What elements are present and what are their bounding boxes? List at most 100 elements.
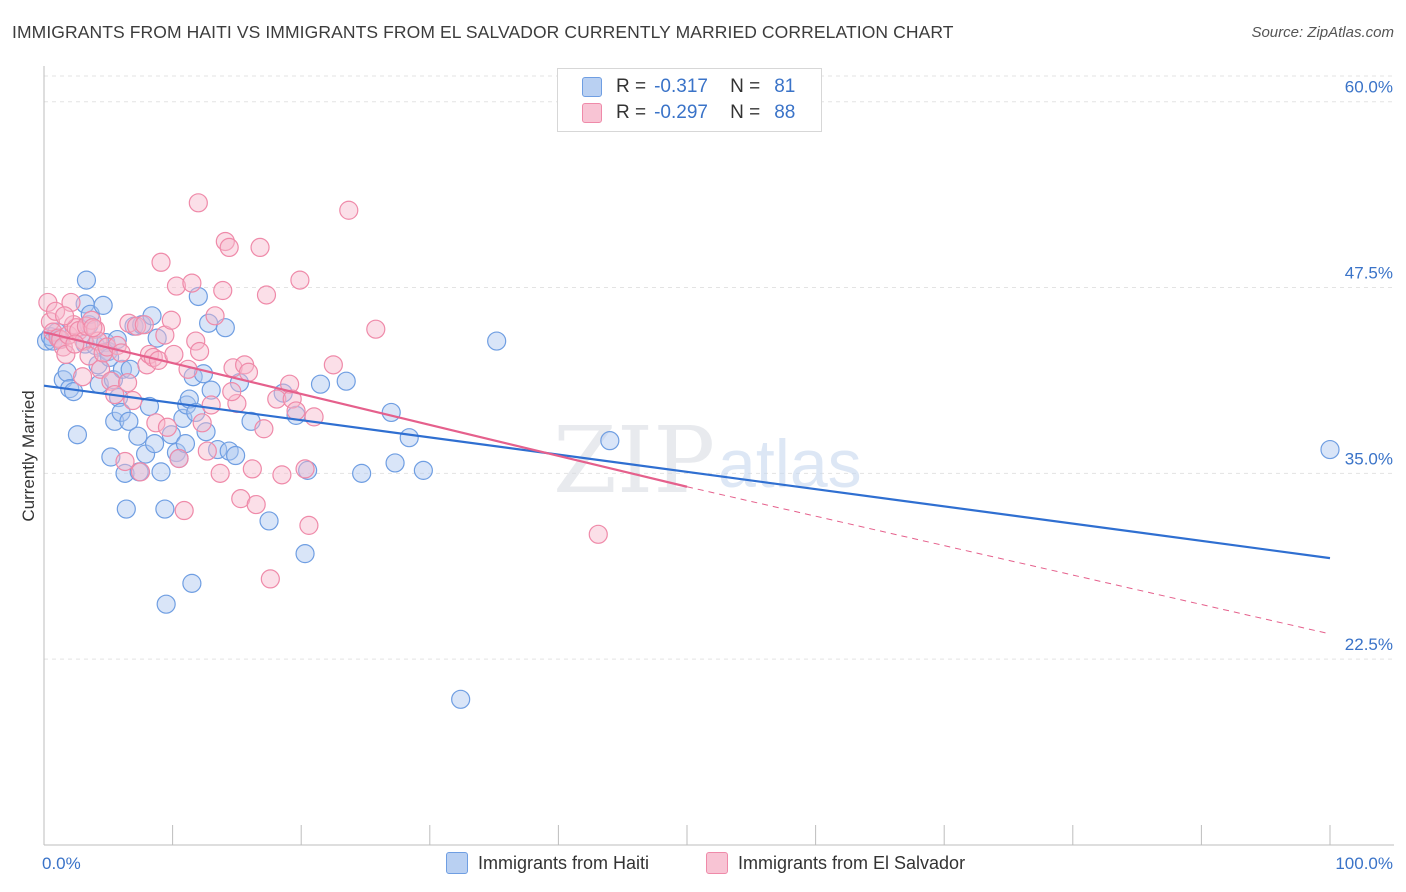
haiti-point [93, 295, 113, 315]
elsalvador-point [166, 276, 187, 296]
elsalvador-point [201, 395, 221, 415]
elsalvador-point [366, 319, 386, 339]
elsalvador-point [267, 389, 287, 409]
haiti-point [600, 431, 620, 451]
legend-item-haiti: Immigrants from Haiti [446, 852, 649, 874]
elsalvador-point [222, 382, 242, 402]
elsalvador-point [54, 306, 75, 326]
y-tick-label: 47.5% [1345, 264, 1393, 283]
elsalvador-point [130, 462, 151, 482]
haiti-point [310, 374, 331, 394]
elsalvador-point [250, 237, 270, 258]
elsalvador-point [134, 315, 154, 335]
elsalvador-point [286, 401, 306, 421]
legend-swatch-haiti [582, 77, 602, 97]
haiti-point [451, 689, 471, 709]
trend-lines [43, 331, 1331, 635]
elsalvador-point [174, 500, 194, 521]
legend-r-value: -0.297 [654, 102, 708, 123]
elsalvador-point [210, 463, 230, 483]
elsalvador-point [242, 459, 262, 479]
haiti-point [399, 428, 419, 448]
haiti-point [186, 402, 206, 423]
elsalvador-point [290, 270, 310, 290]
elsalvador-point [146, 413, 166, 433]
haiti-point [139, 396, 160, 417]
haiti-point [76, 270, 97, 290]
legend-n-value: 88 [774, 102, 796, 123]
legend-r-label: R = [616, 102, 647, 123]
legend-row-elsalvador: R = -0.297 N = 88 [582, 101, 795, 125]
elsalvador-point [282, 389, 302, 409]
legend-swatch-elsalvador [706, 852, 728, 874]
elsalvador-point [256, 285, 277, 305]
elsalvador-point [126, 316, 147, 336]
haiti-point [381, 402, 401, 423]
haiti-point [201, 380, 221, 400]
y-tick-label: 60.0% [1345, 78, 1393, 97]
haiti-point [119, 411, 139, 431]
elsalvador-point [119, 313, 139, 333]
haiti-point [226, 445, 246, 466]
tick-labels: 22.5% 35.0% 47.5% 60.0% 0.0% 100.0% [42, 78, 1393, 873]
elsalvador-point [186, 331, 206, 351]
elsalvador-point [213, 280, 233, 301]
haiti-point [1320, 439, 1340, 460]
haiti-point [101, 447, 121, 467]
elsalvador-point [192, 413, 212, 433]
axes [43, 66, 1394, 846]
haiti-point [155, 499, 175, 519]
elsalvador-point [205, 306, 225, 326]
legend-r-value: -0.317 [654, 76, 708, 97]
elsalvador-point [339, 200, 359, 220]
haiti-point [385, 453, 405, 473]
elsalvador-point [161, 310, 181, 330]
watermark: ZIP atlas [553, 407, 862, 514]
elsalvador-point [157, 417, 178, 437]
elsalvador-point [72, 367, 93, 387]
elsalvador-point [238, 362, 259, 382]
elsalvador-point [188, 193, 208, 213]
elsalvador-point [219, 237, 239, 258]
haiti-point [295, 544, 315, 564]
elsalvador-trend-line [43, 331, 688, 488]
elsalvador-point [254, 419, 274, 439]
series-legend: Immigrants from Haiti Immigrants from El… [0, 852, 1406, 878]
watermark-atlas: atlas [718, 426, 862, 502]
elsalvador-point [299, 515, 319, 535]
haiti-trend-line [43, 384, 1331, 560]
elsalvador-point [295, 459, 315, 479]
haiti-point [259, 511, 279, 531]
elsalvador-point [79, 346, 99, 366]
elsalvador-point [182, 273, 202, 293]
haiti-point [487, 331, 507, 351]
legend-n-value: 81 [774, 76, 796, 97]
haiti-point [182, 573, 202, 593]
elsalvador-point [117, 373, 138, 393]
haiti-point [67, 425, 88, 445]
y-axis-label: Currently Married [19, 390, 38, 521]
elsalvador-point [246, 494, 266, 515]
elsalvador-point [53, 337, 73, 357]
data-points [36, 193, 1340, 709]
y-tick-label: 35.0% [1345, 449, 1393, 468]
haiti-point [151, 462, 171, 482]
elsalvador-point [190, 341, 210, 362]
legend-item-elsalvador: Immigrants from El Salvador [706, 852, 965, 874]
legend-n-label: N = [730, 102, 761, 123]
elsalvador-point [45, 301, 66, 321]
elsalvador-point [260, 569, 280, 589]
y-tick-label: 22.5% [1345, 635, 1393, 654]
x-tick-label: 0.0% [42, 854, 81, 873]
haiti-point [336, 371, 356, 391]
legend-r-label: R = [616, 76, 647, 97]
legend-row-haiti: R = -0.317 N = 81 [582, 75, 795, 99]
legend-label-haiti: Immigrants from Haiti [478, 852, 650, 873]
source-credit: Source: ZipAtlas.com [1251, 24, 1394, 41]
elsalvador-point [83, 318, 103, 338]
haiti-point [144, 434, 165, 454]
chart-title: IMMIGRANTS FROM HAITI VS IMMIGRANTS FROM… [12, 22, 954, 42]
haiti-point [147, 328, 167, 348]
stats-legend: R = -0.317 N = 81 R = -0.297 N = 88 [557, 68, 822, 132]
